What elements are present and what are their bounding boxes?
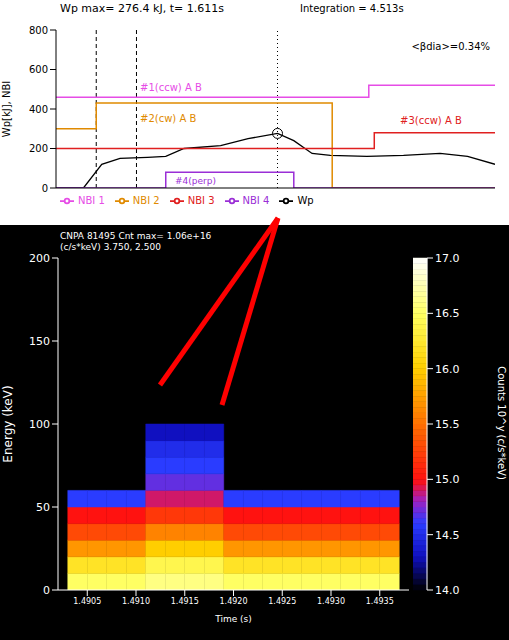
svg-text:200: 200 bbox=[29, 252, 50, 265]
svg-text:1.4920: 1.4920 bbox=[220, 597, 248, 606]
svg-text:0: 0 bbox=[42, 183, 48, 194]
svg-text:1.4930: 1.4930 bbox=[317, 597, 345, 606]
svg-text:Counts 10^y (c/s*keV): Counts 10^y (c/s*keV) bbox=[496, 366, 507, 480]
svg-text:#4(perp): #4(perp) bbox=[175, 176, 216, 186]
svg-text:50: 50 bbox=[36, 501, 50, 514]
svg-text:Time (s): Time (s) bbox=[214, 614, 252, 624]
svg-text:Wp max= 276.4 kJ, t= 1.611s: Wp max= 276.4 kJ, t= 1.611s bbox=[60, 2, 224, 15]
svg-text:Integration = 4.513s: Integration = 4.513s bbox=[300, 3, 404, 14]
html-text:NBI 3: NBI 3 bbox=[187, 195, 215, 206]
svg-text:15.5: 15.5 bbox=[435, 418, 460, 431]
svg-text:14.0: 14.0 bbox=[435, 584, 460, 597]
svg-text:<βdia>=0.34%: <βdia>=0.34% bbox=[411, 41, 490, 52]
svg-text:17.0: 17.0 bbox=[435, 252, 460, 265]
html-text:NBI 1: NBI 1 bbox=[78, 195, 105, 206]
svg-text:#2(cw) A B: #2(cw) A B bbox=[140, 113, 196, 124]
svg-text:200: 200 bbox=[29, 143, 48, 154]
html-text:NBI 2: NBI 2 bbox=[132, 195, 160, 206]
svg-text:(c/s*keV) 3.750, 2.500: (c/s*keV) 3.750, 2.500 bbox=[60, 242, 161, 252]
html-text:Wp: Wp bbox=[297, 195, 314, 206]
svg-text:Wp[kJ], NBI: Wp[kJ], NBI bbox=[1, 81, 12, 137]
svg-text:150: 150 bbox=[29, 335, 50, 348]
svg-text:1.4935: 1.4935 bbox=[366, 597, 394, 606]
svg-text:400: 400 bbox=[29, 104, 48, 115]
svg-text:1.4905: 1.4905 bbox=[73, 597, 101, 606]
svg-text:15.0: 15.0 bbox=[435, 473, 460, 486]
svg-text:Energy (keV): Energy (keV) bbox=[1, 385, 15, 462]
svg-text:14.5: 14.5 bbox=[435, 529, 460, 542]
svg-text:#3(ccw) A B: #3(ccw) A B bbox=[400, 115, 462, 126]
svg-text:800: 800 bbox=[29, 25, 48, 36]
svg-text:16.0: 16.0 bbox=[435, 363, 460, 376]
svg-text:100: 100 bbox=[29, 418, 50, 431]
html-text:NBI 4: NBI 4 bbox=[242, 195, 270, 206]
svg-text:#1(ccw) A B: #1(ccw) A B bbox=[140, 82, 202, 93]
svg-text:1.4910: 1.4910 bbox=[122, 597, 150, 606]
svg-text:600: 600 bbox=[29, 64, 48, 75]
svg-text:1.4925: 1.4925 bbox=[268, 597, 296, 606]
svg-text:1.4915: 1.4915 bbox=[171, 597, 199, 606]
svg-text:0: 0 bbox=[43, 584, 50, 597]
svg-text:16.5: 16.5 bbox=[435, 307, 460, 320]
svg-text:CNPA 81495 Cnt max= 1.06e+16: CNPA 81495 Cnt max= 1.06e+16 bbox=[60, 231, 212, 241]
